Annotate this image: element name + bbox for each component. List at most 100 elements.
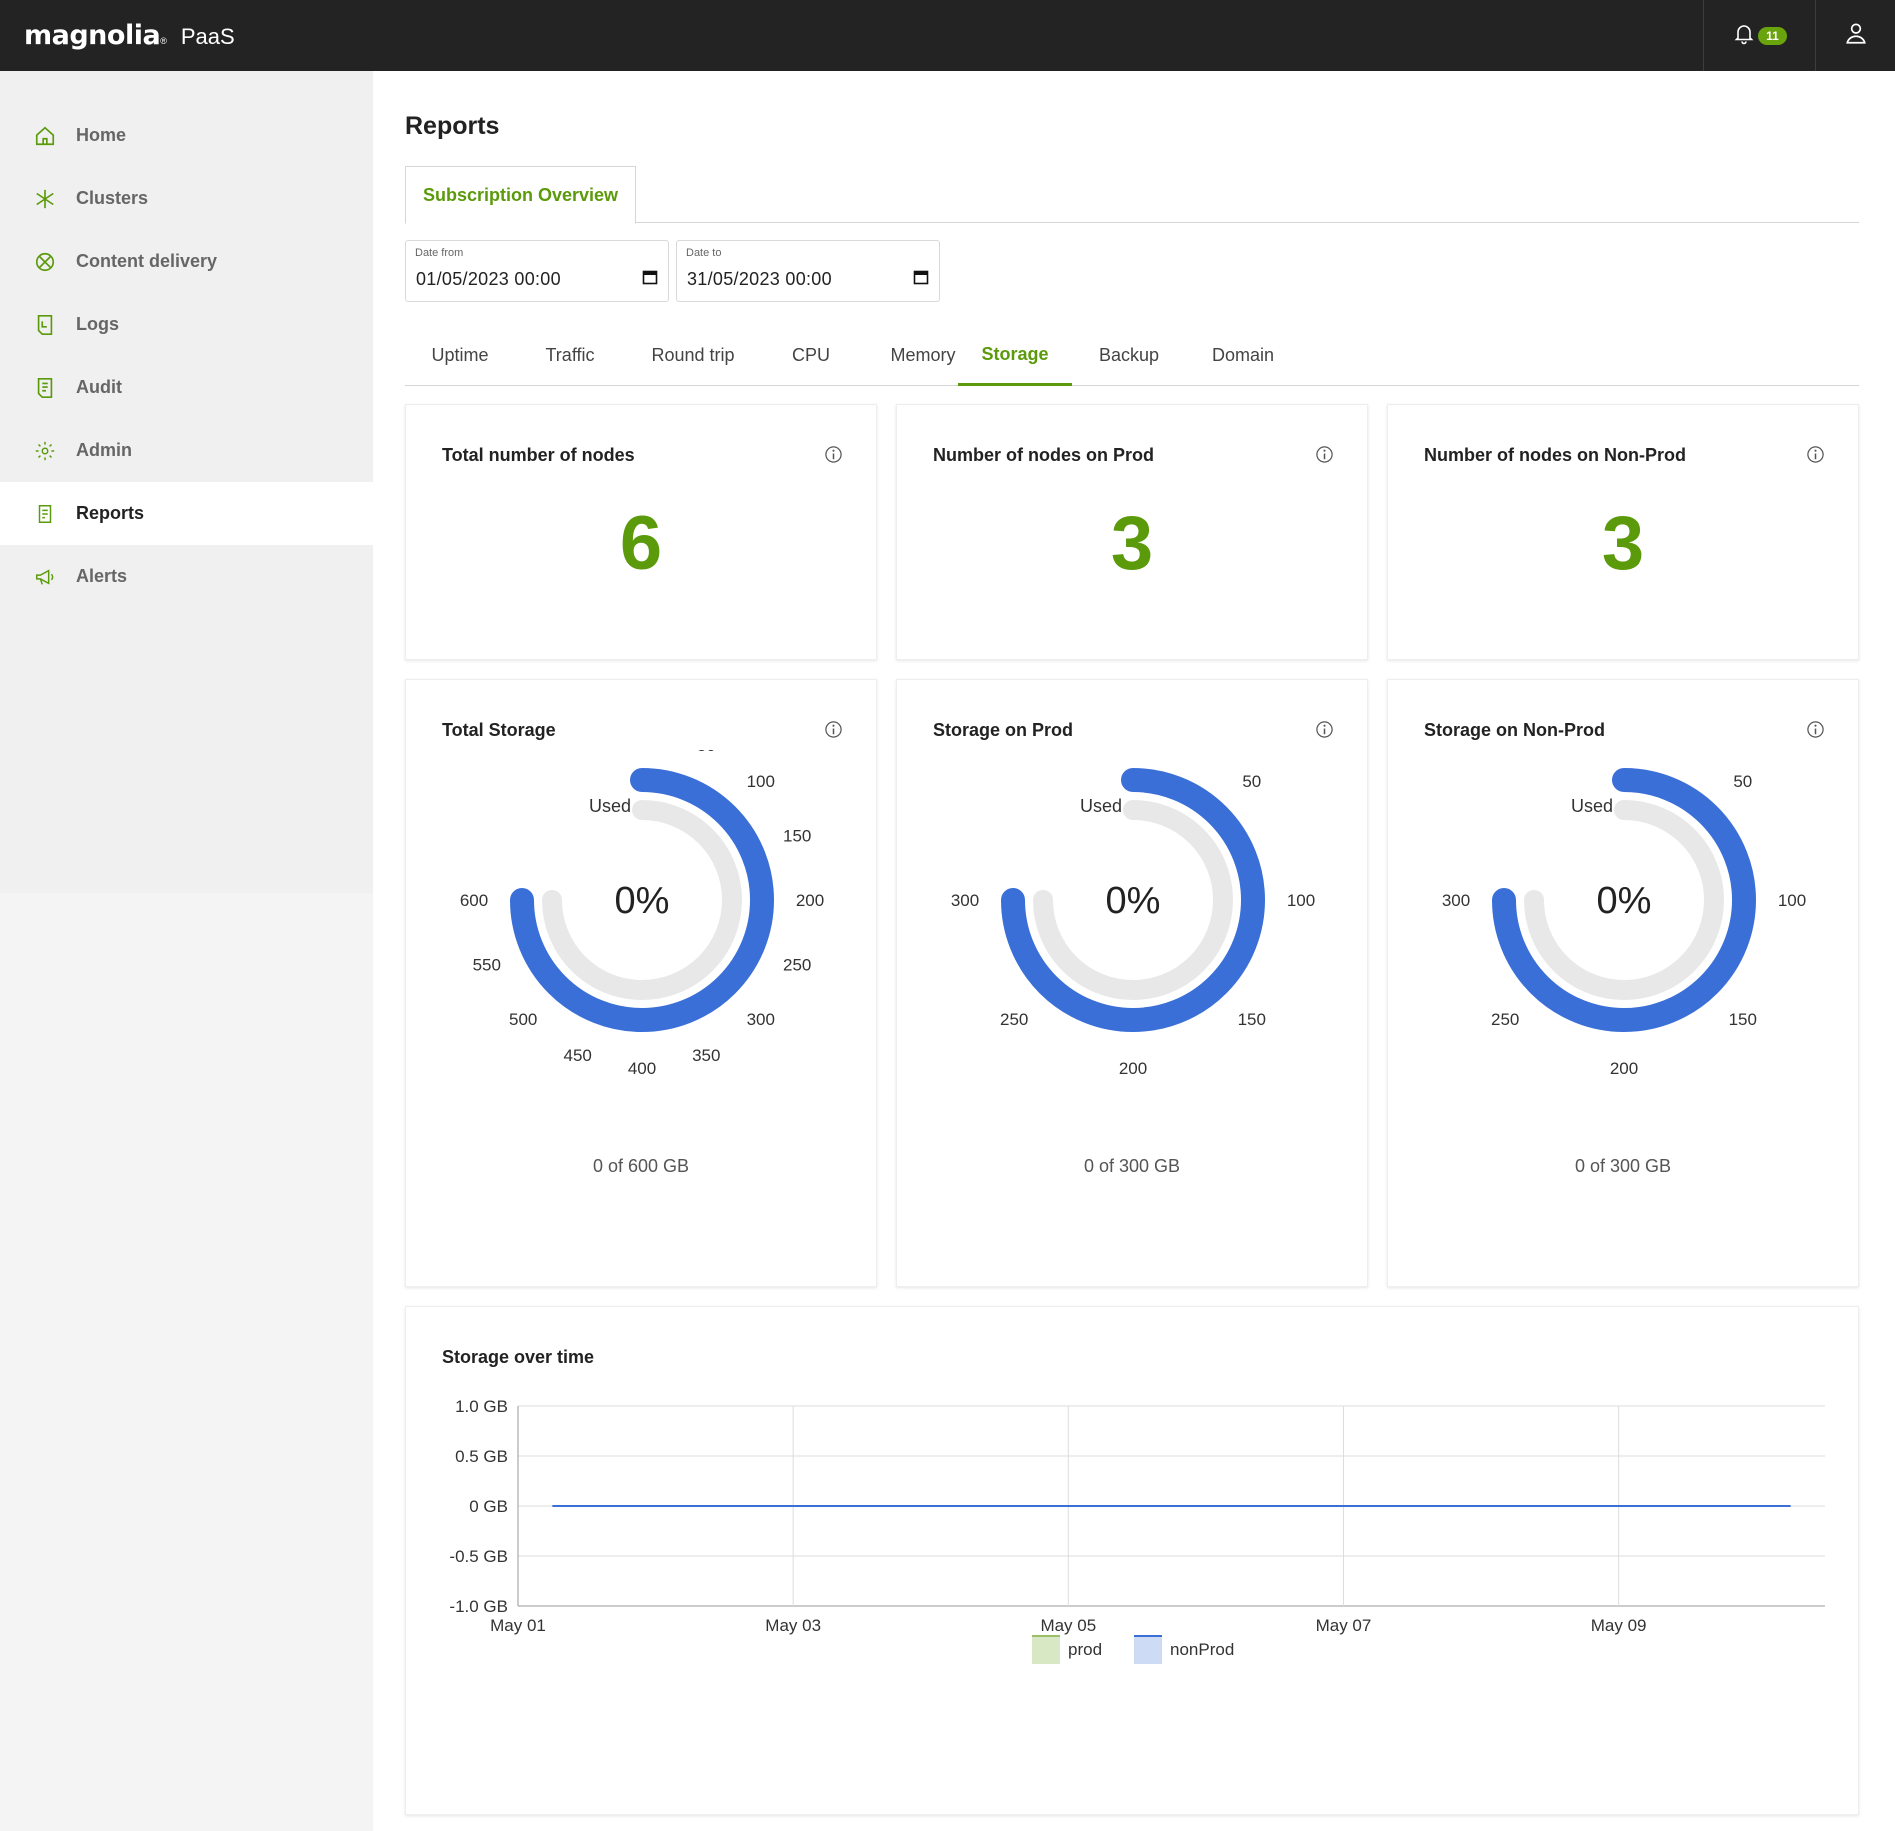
gauge-used-label: Used [589, 796, 631, 816]
user-menu-button[interactable] [1815, 0, 1895, 71]
tab-traffic[interactable]: Traffic [545, 345, 595, 365]
storage-gauge: 0501001502002503003504004505005506000%Us… [460, 750, 824, 1078]
info-icon[interactable] [824, 445, 843, 464]
report-tabs: Subscription Overview [405, 166, 1859, 224]
top-bar: magnolia ® PaaS 11 [0, 0, 1895, 71]
prod-storage-card: Storage on Prod 0501001502002503000%Used… [896, 679, 1368, 1287]
node-count-value: 3 [1110, 501, 1154, 586]
date-from-value[interactable]: 01/05/2023 00:00 [416, 269, 561, 289]
gear-icon [34, 440, 56, 462]
card-title: Storage on Prod [933, 720, 1074, 740]
gauge-tick-label: 450 [564, 1046, 592, 1065]
storage-gauge: 0501001502002503000%Used [951, 768, 1315, 1078]
sidebar-item-label: Home [76, 125, 127, 145]
gauge-tick-label: 200 [796, 891, 824, 910]
notifications-button[interactable]: 11 [1703, 0, 1815, 71]
sidebar-item-clusters[interactable]: Clusters [0, 167, 373, 230]
tab-backup[interactable]: Backup [1098, 345, 1160, 365]
gauge-tick-label: 100 [747, 772, 775, 791]
storage-over-time-card: Storage over time 1.0 GB 0.5 GB 0 GB -0.5 G… [405, 1306, 1859, 1815]
storage-caption: 0 of 600 GB [592, 1156, 690, 1176]
non-prod-storage-card: Storage on Non-Prod 0501001502002503000%… [1387, 679, 1859, 1287]
total-storage-card: Total Storage 05010015020025030035040045… [405, 679, 877, 1287]
gauge-track-arc [542, 800, 742, 1000]
metric-tabs: Uptime Traffic Round trip CPU Memory Sto… [405, 325, 1859, 386]
gauge-tick-label: 50 [1733, 772, 1752, 791]
megaphone-icon [34, 566, 56, 588]
sidebar-item-audit[interactable]: Audit [0, 356, 373, 419]
sidebar-item-home[interactable]: Home [0, 104, 373, 167]
storage-caption: 0 of 300 GB [1083, 1156, 1181, 1176]
gauge-tick-label: 100 [1778, 891, 1806, 910]
tab-uptime[interactable]: Uptime [431, 345, 489, 365]
tab-domain[interactable]: Domain [1211, 345, 1275, 365]
date-to-value[interactable]: 31/05/2023 00:00 [687, 269, 832, 289]
tab-storage[interactable]: Storage [958, 325, 1072, 386]
sidebar-item-reports[interactable]: Reports [0, 482, 373, 545]
card-title: Total number of nodes [442, 445, 635, 465]
legend-swatch-nonProd [1134, 1636, 1162, 1664]
sidebar-item-admin[interactable]: Admin [0, 419, 373, 482]
date-to-field[interactable]: Date to 31/05/2023 00:00 [676, 240, 940, 302]
gauge-tick-label: 300 [951, 891, 979, 910]
calendar-icon[interactable] [913, 269, 929, 290]
gauge-tick-label: 150 [1729, 1010, 1757, 1029]
home-icon [34, 125, 56, 147]
gauge-tick-label: 600 [460, 891, 488, 910]
gauge-tick-label: 150 [783, 827, 811, 846]
clusters-icon [34, 188, 56, 210]
info-icon[interactable] [1806, 445, 1825, 464]
content-delivery-icon [34, 251, 56, 273]
sidebar-item-alerts[interactable]: Alerts [0, 545, 373, 608]
tab-memory[interactable]: Memory [890, 345, 956, 365]
storage-caption: 0 of 300 GB [1574, 1156, 1672, 1176]
gauge-tick-label: 100 [1287, 891, 1315, 910]
gauge-center-value: 0% [1597, 880, 1652, 922]
gauge-scale-arc [1492, 768, 1756, 1032]
gauge-tick-label: 250 [1000, 1010, 1028, 1029]
non-prod-nodes-card: Number of nodes on Non-Prod 3 [1387, 404, 1859, 660]
logo[interactable]: magnolia ® PaaS [24, 20, 235, 51]
y-tick-label: 1.0 GB [455, 1397, 508, 1416]
main-content: Reports Subscription Overview Date from … [373, 71, 1895, 1831]
y-tick-label: 0 GB [469, 1497, 508, 1516]
legend-swatch-prod [1032, 1636, 1060, 1664]
chart-title: Storage over time [442, 1347, 595, 1367]
sidebar: Home Clusters Content delivery Logs Audi… [0, 71, 373, 1831]
x-tick-label: May 09 [1591, 1616, 1647, 1635]
gauge-tick-label: 250 [1491, 1010, 1519, 1029]
info-icon[interactable] [1806, 720, 1825, 739]
node-count-value: 3 [1601, 501, 1645, 586]
card-title: Storage on Non-Prod [1424, 720, 1605, 740]
gauge-center-value: 0% [615, 880, 670, 922]
x-tick-label: May 05 [1040, 1616, 1096, 1635]
sidebar-item-label: Reports [76, 503, 145, 523]
sidebar-item-label: Alerts [76, 566, 128, 586]
date-from-field[interactable]: Date from 01/05/2023 00:00 [405, 240, 669, 302]
user-icon [1843, 20, 1869, 51]
tab-cpu[interactable]: CPU [791, 345, 830, 365]
card-title: Total Storage [442, 720, 556, 740]
sidebar-item-label: Admin [76, 440, 132, 460]
calendar-icon[interactable] [642, 269, 658, 290]
x-tick-label: May 03 [765, 1616, 821, 1635]
legend-label-prod: prod [1068, 1640, 1102, 1659]
prod-nodes-card: Number of nodes on Prod 3 [896, 404, 1368, 660]
gauge-tick-label: 500 [509, 1010, 537, 1029]
info-icon[interactable] [1315, 445, 1334, 464]
gauge-used-label: Used [1571, 796, 1613, 816]
tab-round-trip[interactable]: Round trip [651, 345, 735, 365]
gauge-tick-label: 250 [783, 955, 811, 974]
tab-subscription-overview[interactable]: Subscription Overview [405, 166, 636, 224]
gauge-tick-label: 150 [1238, 1010, 1266, 1029]
storage-gauge: 0501001502002503000%Used [1442, 768, 1806, 1078]
sidebar-item-logs[interactable]: Logs [0, 293, 373, 356]
gauge-scale-arc [1001, 768, 1265, 1032]
info-icon[interactable] [1315, 720, 1334, 739]
gauge-used-label: Used [1080, 796, 1122, 816]
logs-icon [34, 314, 56, 336]
info-icon[interactable] [824, 720, 843, 739]
gauge-tick-label: 300 [1442, 891, 1470, 910]
gauge-scale-arc [510, 768, 774, 1032]
sidebar-item-content-delivery[interactable]: Content delivery [0, 230, 373, 293]
